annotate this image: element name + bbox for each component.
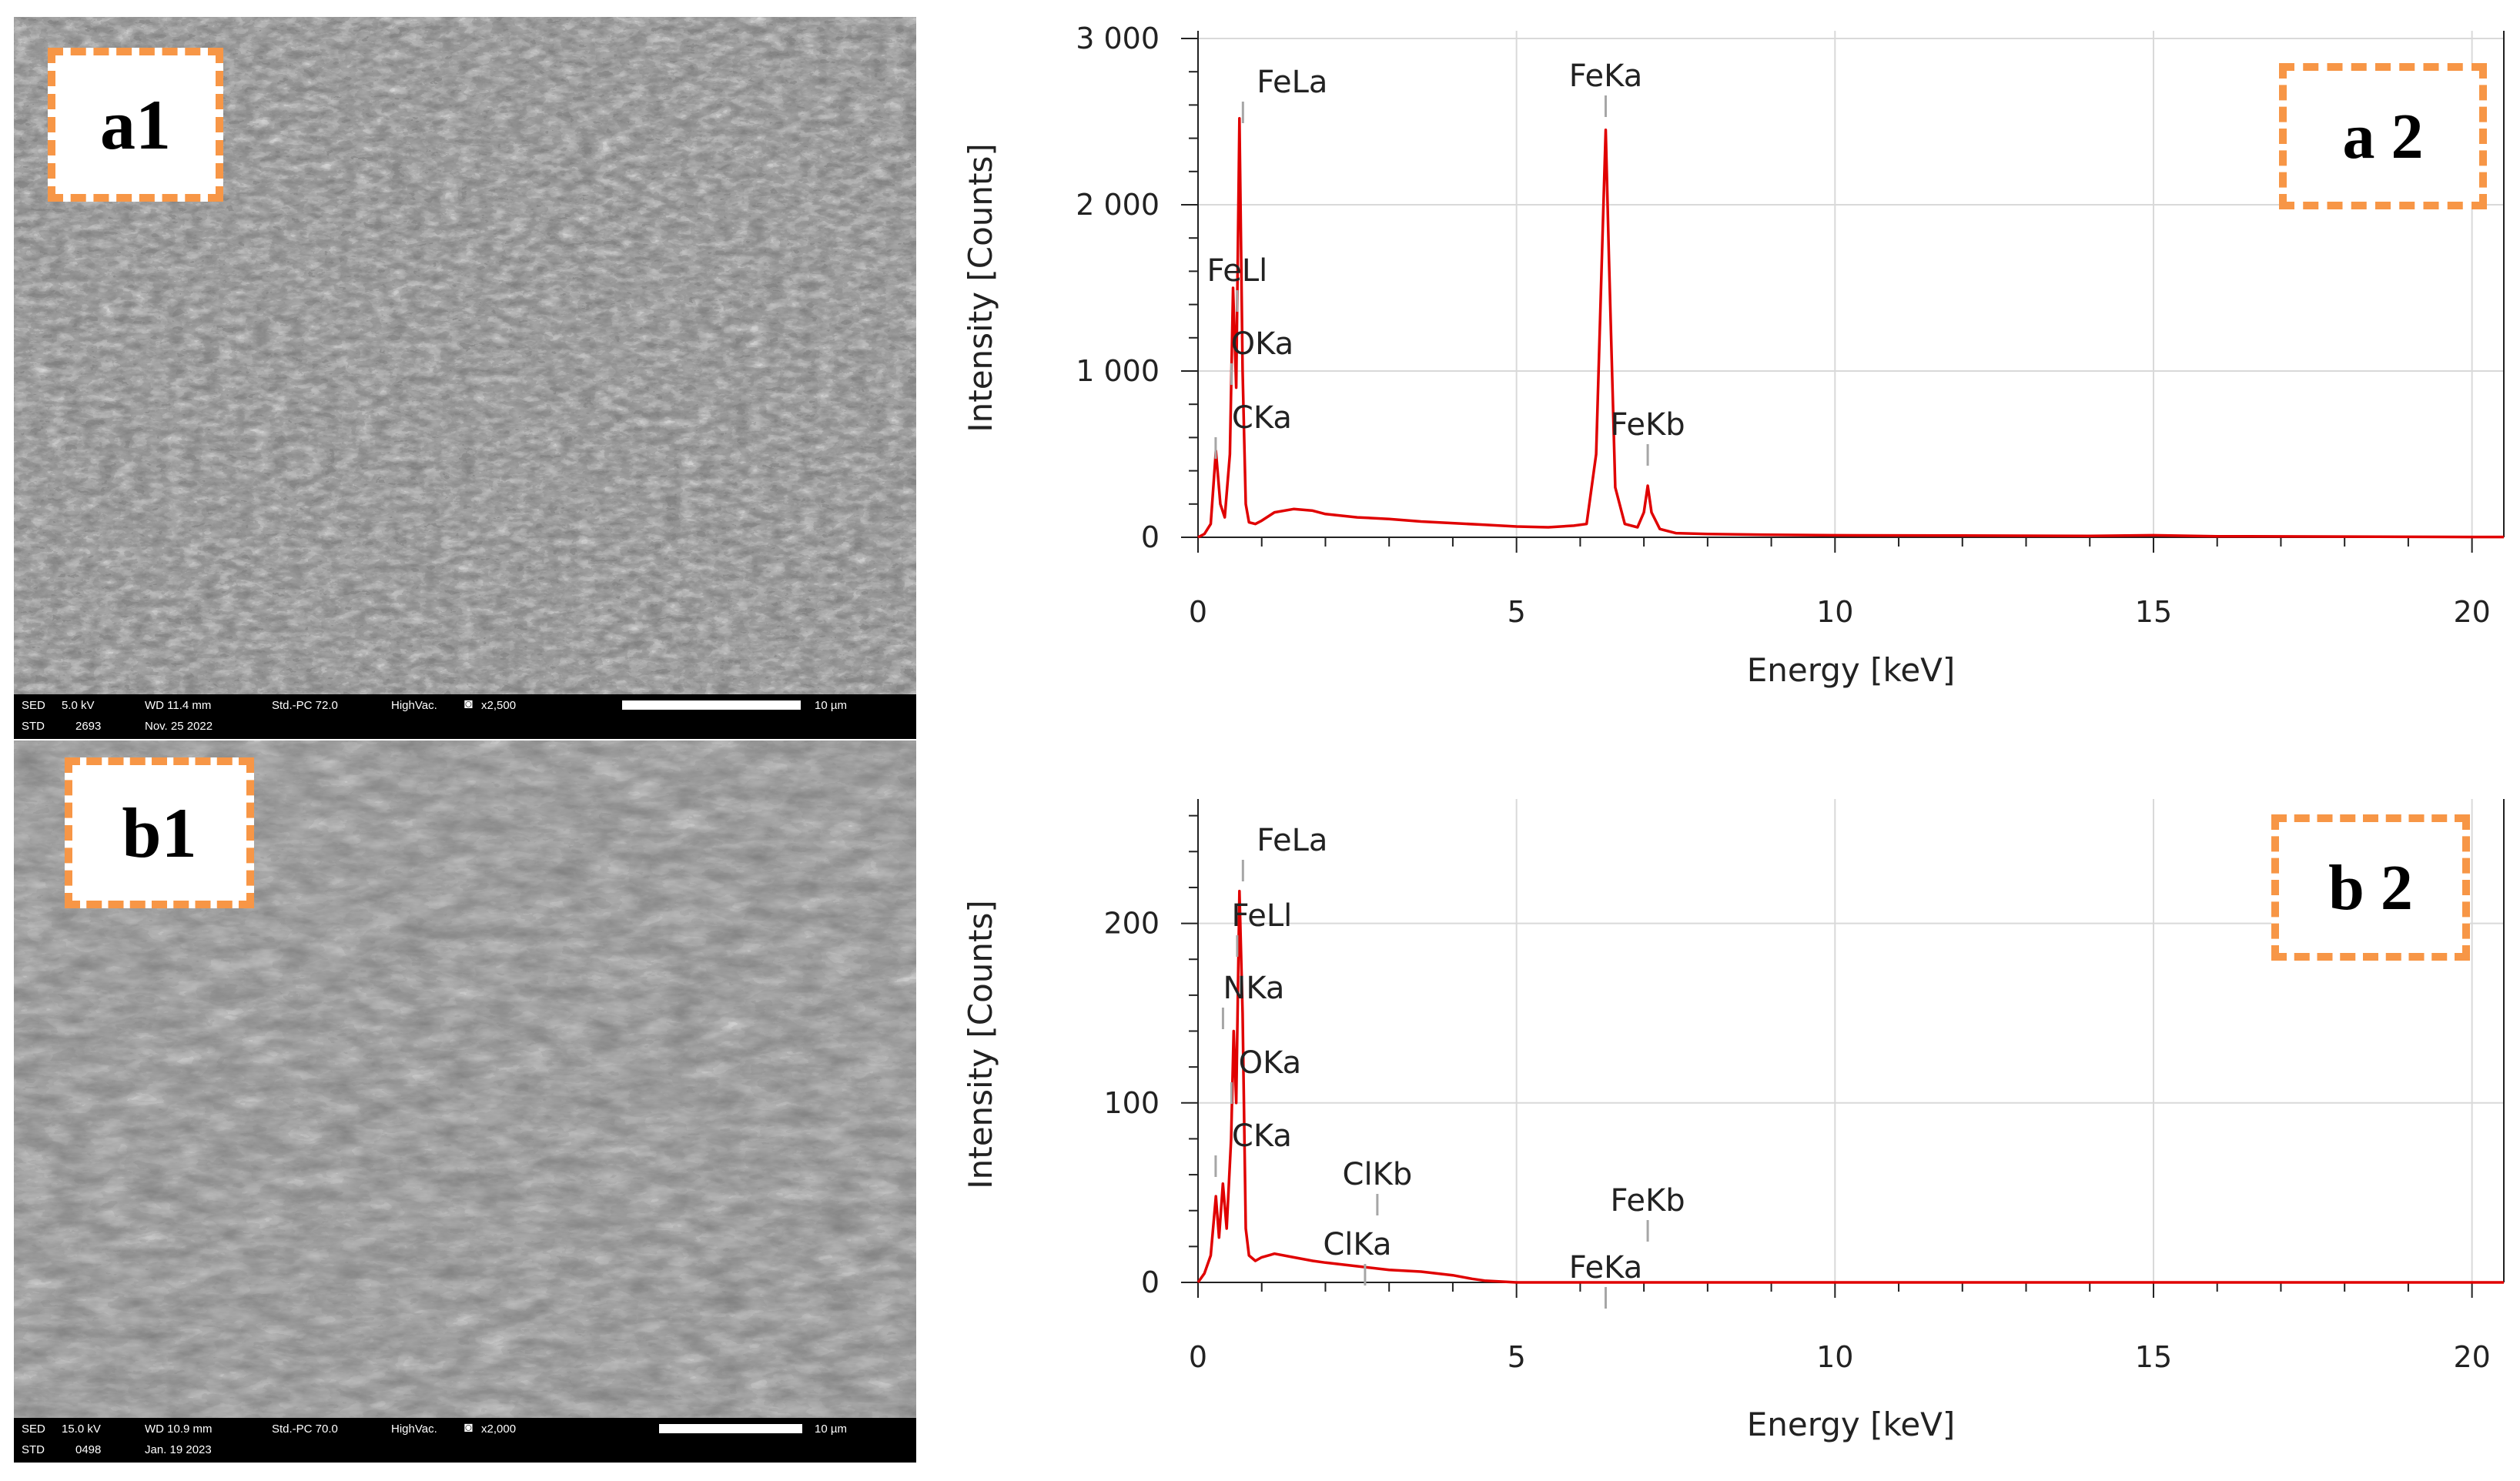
camera-icon: ◙ — [464, 1419, 473, 1435]
panel-label-a1: a1 — [48, 48, 223, 202]
info-mode: Std.-PC 70.0 — [272, 1422, 338, 1436]
x-tick-label: 5 — [1508, 595, 1526, 629]
x-tick-label: 15 — [2135, 595, 2172, 629]
camera-icon: ◙ — [464, 696, 473, 711]
info-magnification: x2,500 — [481, 699, 517, 712]
info-wd: WD 10.9 mm — [145, 1422, 213, 1436]
y-tick-label: 0 — [1141, 520, 1160, 554]
peak-label: ClKa — [1323, 1227, 1391, 1262]
y-tick-label: 3 000 — [1076, 22, 1160, 55]
y-tick-label: 2 000 — [1076, 188, 1160, 222]
peak-label: FeLa — [1257, 823, 1327, 858]
peak-label: CKa — [1232, 1118, 1292, 1154]
scale-bar — [622, 700, 801, 710]
x-tick-label: 20 — [2453, 1340, 2490, 1374]
y-tick-label: 100 — [1103, 1086, 1160, 1120]
x-tick-label: 5 — [1508, 1340, 1526, 1374]
panel-label-b1: b1 — [65, 757, 254, 908]
peak-label: FeLl — [1231, 898, 1292, 934]
panel-label-a2: a 2 — [2279, 63, 2487, 209]
info-magnification: x2,000 — [481, 1422, 517, 1436]
info-mode: Std.-PC 72.0 — [272, 699, 338, 712]
info-date: Nov. 25 2022 — [145, 720, 213, 733]
info-vacuum: HighVac. — [391, 699, 437, 712]
peak-label: ClKb — [1343, 1157, 1413, 1192]
y-tick-label: 0 — [1141, 1265, 1160, 1299]
eds-spectrum-a2: 0 5 10 15 20 0 1 000 2 000 3 000 Energy [keV] Inte… — [962, 22, 2505, 689]
scale-bar — [659, 1424, 802, 1433]
peak-label: OKa — [1231, 326, 1294, 362]
info-number: 2693 — [75, 720, 102, 733]
y-tick-label: 200 — [1103, 907, 1160, 941]
info-number: 0498 — [75, 1443, 102, 1456]
info-voltage: 5.0 kV — [62, 699, 95, 712]
peak-label: FeLa — [1257, 65, 1327, 100]
sem-image-b1: b1 — [14, 740, 916, 1418]
info-vacuum: HighVac. — [391, 1422, 437, 1436]
y-axis-label: Intensity [Counts] — [962, 143, 999, 433]
x-tick-label: 0 — [1189, 1340, 1207, 1374]
info-scale: 10 µm — [815, 1422, 847, 1436]
info-std: STD — [22, 720, 45, 733]
info-detector: SED — [22, 1422, 45, 1436]
info-std: STD — [22, 1443, 45, 1456]
info-scale: 10 µm — [815, 699, 847, 712]
x-tick-label: 15 — [2135, 1340, 2172, 1374]
peak-label: FeKa — [1569, 59, 1642, 94]
x-axis-label: Energy [keV] — [1747, 1406, 1956, 1443]
spectrum-line — [1196, 889, 2504, 1284]
panel-label-b2: b 2 — [2271, 814, 2470, 961]
peak-label: CKa — [1232, 400, 1292, 436]
x-tick-label: 0 — [1189, 595, 1207, 629]
x-tick-label: 20 — [2453, 595, 2490, 629]
peak-label: OKa — [1239, 1045, 1302, 1081]
y-axis-label: Intensity [Counts] — [962, 900, 999, 1189]
info-detector: SED — [22, 699, 45, 712]
info-voltage: 15.0 kV — [62, 1422, 101, 1436]
peak-label: NKa — [1223, 971, 1284, 1006]
sem-info-bar-a: SED 5.0 kV WD 11.4 mm Std.-PC 72.0 HighV… — [14, 694, 916, 739]
x-tick-label: 10 — [1816, 595, 1853, 629]
peak-label: FeKa — [1569, 1250, 1642, 1285]
info-date: Jan. 19 2023 — [145, 1443, 212, 1456]
peak-label: FeKb — [1611, 1183, 1685, 1219]
spectrum-line — [1197, 116, 2504, 539]
peak-label: FeKb — [1611, 407, 1685, 443]
sem-image-a1: a1 — [14, 17, 916, 694]
peak-label: FeLl — [1206, 253, 1267, 289]
info-wd: WD 11.4 mm — [145, 699, 212, 712]
sem-info-bar-b: SED 15.0 kV WD 10.9 mm Std.-PC 70.0 High… — [14, 1418, 916, 1463]
x-axis-label: Energy [keV] — [1747, 651, 1956, 689]
x-tick-label: 10 — [1816, 1340, 1853, 1374]
y-tick-label: 1 000 — [1076, 354, 1160, 388]
